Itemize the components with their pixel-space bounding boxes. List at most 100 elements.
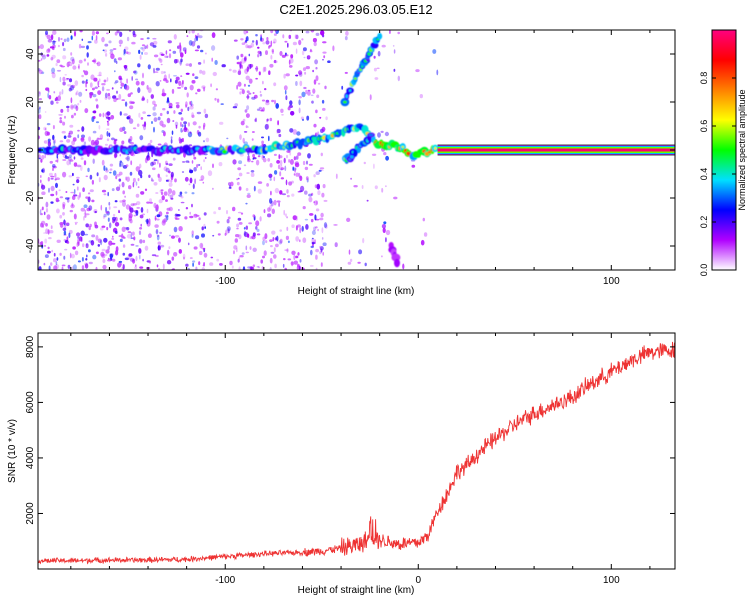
heatmap-cell	[119, 31, 123, 37]
heatmap-cell	[114, 70, 116, 73]
heatmap-cell	[171, 130, 174, 135]
heatmap-cell	[88, 249, 91, 253]
heatmap-cell	[38, 126, 41, 131]
heatmap-cell	[373, 67, 377, 72]
heatmap-cell	[44, 111, 47, 113]
heatmap-cell	[219, 263, 223, 266]
heatmap-cell	[156, 204, 159, 211]
heatmap-cell	[137, 63, 141, 68]
heatmap-cell	[84, 209, 87, 215]
heatmap-cell	[156, 264, 159, 268]
heatmap-cell	[78, 91, 83, 97]
track-upper-branch	[370, 42, 379, 49]
heatmap-cell	[170, 179, 173, 183]
heatmap-cell	[62, 171, 67, 178]
heatmap-cell	[85, 175, 89, 178]
heatmap-cell	[171, 235, 175, 239]
heatmap-cell	[144, 45, 147, 50]
heatmap-cell	[203, 252, 208, 258]
heatmap-cell	[181, 171, 185, 173]
heatmap-cell	[140, 38, 144, 40]
heatmap-cell	[80, 230, 85, 237]
heatmap-cell	[52, 125, 55, 130]
heatmap-cell	[255, 226, 258, 230]
heatmap-cell	[320, 212, 324, 218]
heatmap-cell	[273, 60, 278, 64]
heatmap-cell	[286, 189, 289, 194]
heatmap-cell	[128, 185, 132, 190]
heatmap-cell	[96, 104, 99, 109]
heatmap-cell	[59, 91, 62, 96]
track-main-core	[401, 145, 405, 149]
heatmap-cell	[87, 62, 89, 66]
heatmap-cell	[200, 49, 204, 53]
heatmap-cell	[126, 176, 130, 182]
heatmap-cell	[184, 176, 189, 182]
heatmap-cell	[75, 92, 78, 96]
heatmap-cell	[109, 168, 113, 171]
heatmap-cell	[91, 60, 96, 62]
heatmap-cell	[185, 207, 189, 210]
heatmap-cell	[169, 234, 171, 237]
heatmap-cell	[160, 189, 164, 192]
heatmap-cell	[68, 78, 73, 83]
heatmap-cell	[44, 238, 48, 244]
heatmap-cell	[302, 160, 306, 166]
heatmap-cell	[66, 139, 71, 143]
heatmap-cell	[47, 89, 50, 93]
heatmap-cell	[306, 160, 308, 165]
heatmap-cell	[115, 249, 119, 256]
snr-x-axis-label: Height of straight line (km)	[298, 585, 415, 596]
heatmap-cell	[344, 71, 348, 74]
heatmap-cell	[86, 254, 88, 258]
heatmap-cell	[158, 176, 162, 182]
heatmap-cell	[179, 191, 183, 195]
heatmap-cell	[120, 262, 123, 266]
heatmap-cell	[140, 117, 144, 120]
heatmap-cell	[298, 70, 303, 75]
heatmap-cell	[72, 183, 75, 186]
heatmap-cell	[66, 61, 70, 68]
heatmap-cell	[184, 191, 188, 194]
heatmap-cell	[112, 213, 116, 217]
heatmap-cell	[243, 83, 246, 87]
heatmap-cell	[373, 55, 376, 59]
heatmap-cell	[247, 192, 251, 195]
heatmap-cell	[263, 250, 267, 256]
heatmap-cell	[93, 110, 97, 114]
heatmap-cell	[111, 242, 116, 245]
heatmap-cell	[302, 47, 307, 52]
heatmap-cell	[307, 90, 311, 96]
heatmap-cell	[141, 51, 144, 55]
heatmap-cell	[420, 239, 425, 246]
heatmap-cell	[142, 95, 145, 101]
colorbar-ticks: 0.00.20.40.60.8	[699, 72, 736, 276]
heatmap-cell	[113, 206, 118, 209]
heatmap-cell	[260, 35, 262, 42]
heatmap-cell	[138, 49, 141, 55]
heatmap-cell	[248, 92, 252, 95]
heatmap-cell	[41, 54, 45, 58]
heatmap-cell	[147, 114, 151, 117]
heatmap-cell	[77, 134, 80, 139]
heatmap-cell	[245, 251, 249, 254]
heatmap-cell	[128, 218, 131, 222]
heatmap-cell	[289, 128, 294, 133]
heatmap-cell	[145, 219, 150, 223]
heatmap-cell	[238, 172, 243, 177]
heatmap-cell	[171, 88, 175, 94]
heatmap-cell	[320, 262, 323, 267]
heatmap-cell	[376, 67, 380, 70]
heatmap-cell	[77, 260, 81, 263]
heatmap-cell	[381, 224, 386, 229]
heatmap-cell	[153, 159, 158, 162]
heatmap-cell	[109, 253, 114, 259]
heatmap-cell	[436, 69, 439, 76]
heatmap-cell	[158, 267, 161, 270]
heatmap-cell	[124, 157, 129, 160]
heatmap-cell	[139, 163, 142, 169]
heatmap-cell	[132, 177, 136, 183]
heatmap-cell	[176, 104, 180, 109]
heatmap-cell	[261, 99, 266, 102]
